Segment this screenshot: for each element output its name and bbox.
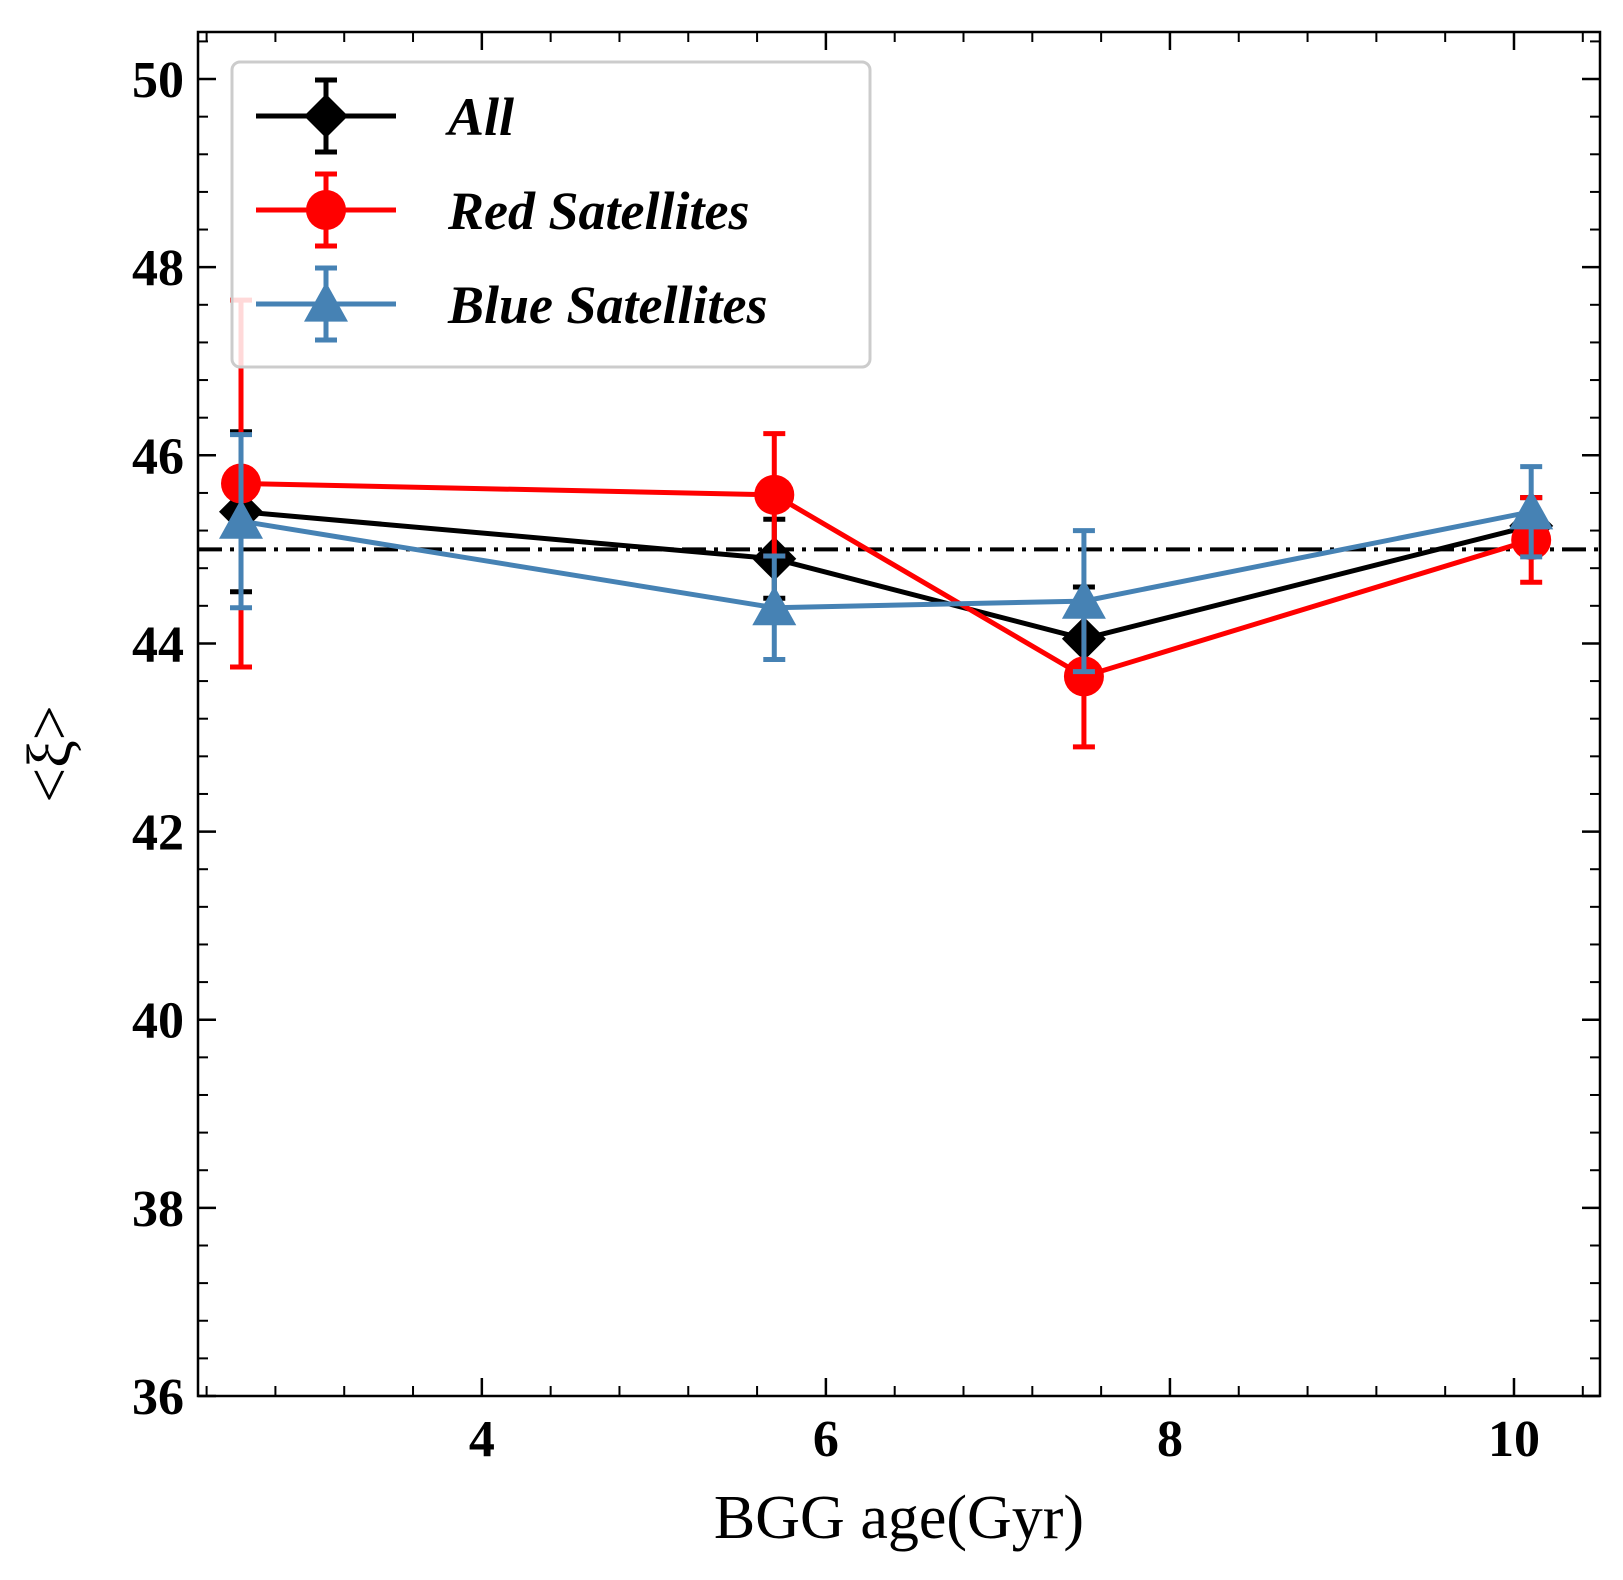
y-tick-label: 50 xyxy=(132,52,184,109)
legend-marker xyxy=(306,190,346,230)
x-tick-label: 6 xyxy=(813,1411,839,1468)
y-axis-label: <ξ> xyxy=(16,705,84,803)
legend-marker xyxy=(304,94,348,138)
x-axis-label: BGG age(Gyr) xyxy=(714,1484,1084,1552)
series-layer xyxy=(219,297,1554,750)
plot-frame xyxy=(196,30,1602,1398)
y-tick-label: 44 xyxy=(132,616,184,673)
series-line xyxy=(240,509,1532,642)
data-point xyxy=(1509,489,1554,530)
y-tick-label: 46 xyxy=(132,428,184,485)
legend: All Red Satellites Blue Satellites xyxy=(230,60,872,369)
legend-label: All xyxy=(445,87,514,147)
data-point xyxy=(754,474,795,515)
x-tick-label: 10 xyxy=(1488,1411,1540,1468)
legend-entry: Red Satellites xyxy=(256,171,749,249)
y-tick-label: 38 xyxy=(132,1181,184,1238)
data-point xyxy=(752,585,797,626)
series-line xyxy=(240,481,1532,679)
legend-entry: Blue Satellites xyxy=(256,265,768,343)
x-tick-label: 8 xyxy=(1157,1411,1183,1468)
x-tick-label: 4 xyxy=(469,1411,495,1468)
y-tick-label: 40 xyxy=(132,993,184,1050)
series-blue-satellites xyxy=(219,432,1554,675)
legend-label: Blue Satellites xyxy=(447,275,768,335)
legend-label: Red Satellites xyxy=(447,181,749,241)
legend-entry: All xyxy=(256,77,514,155)
data-point xyxy=(1061,579,1106,619)
legend-box xyxy=(230,60,872,369)
y-tick-label: 48 xyxy=(132,240,184,297)
y-tick-label: 36 xyxy=(132,1369,184,1426)
data-point xyxy=(1063,656,1104,697)
legend-marker xyxy=(304,282,348,322)
y-tick-label: 42 xyxy=(132,805,184,862)
data-point xyxy=(219,499,264,539)
series-line xyxy=(240,509,1532,611)
